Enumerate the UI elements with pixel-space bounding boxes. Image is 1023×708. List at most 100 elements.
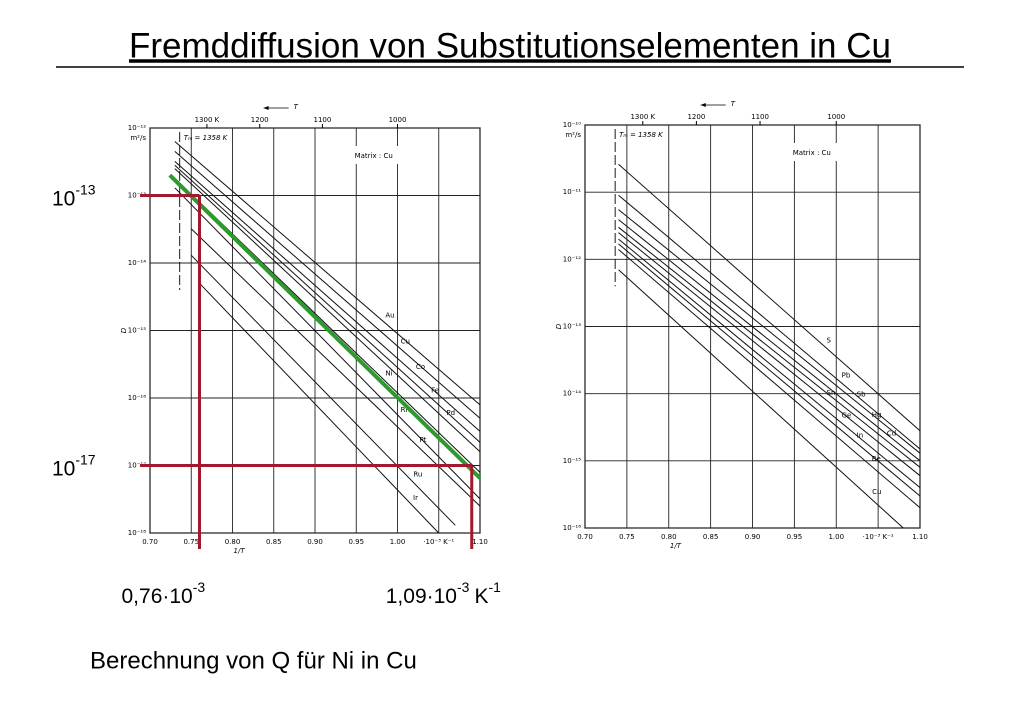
annotation: Matrix : Cu <box>793 149 831 157</box>
marker-x-label-unit-exp: -1 <box>488 579 501 595</box>
top-axis-arrowhead <box>700 103 706 107</box>
top-tick-label: 1300 K <box>195 116 220 124</box>
y-tick-label: 10⁻¹⁶ <box>563 524 581 532</box>
series-label: Cu <box>401 337 410 345</box>
x-tick-label: 0.80 <box>225 538 241 546</box>
series-label: Sn <box>827 389 836 397</box>
series-label: Pt <box>419 436 426 444</box>
series-line <box>199 282 440 534</box>
x-tick-label: 0.90 <box>307 538 323 546</box>
series-line <box>618 269 904 529</box>
tm-label: Tₘ = 1358 K <box>184 134 229 142</box>
y-tick-label: 10⁻¹¹ <box>563 188 581 196</box>
y-tick-label: 10⁻¹⁴ <box>128 259 146 267</box>
y-unit: m²/s <box>565 131 581 139</box>
x-tick-label: 1.10 <box>912 533 928 541</box>
y-axis-label: D <box>555 323 563 329</box>
top-tick-label: 1300 K <box>630 113 655 121</box>
y-tick-label: 10⁻¹⁰ <box>563 121 581 129</box>
series-label: Pb <box>842 371 851 379</box>
x-axis-label: 1/T <box>670 542 682 550</box>
series-line <box>618 194 921 450</box>
series-line <box>174 187 481 500</box>
x-tick-label: 1.10 <box>472 538 488 546</box>
series-line <box>618 232 921 477</box>
x-tick-label: 0.70 <box>142 538 158 546</box>
marker-y-label-exp: -13 <box>75 181 95 197</box>
slide-caption: Berechnung von Q für Ni in Cu <box>90 647 417 674</box>
top-tick-label: 1000 <box>389 116 407 124</box>
marker-y-label: 10-17 <box>52 451 96 480</box>
series-label: Co <box>416 363 425 371</box>
series-label: Be <box>872 455 881 463</box>
top-tick-label: 1100 <box>751 113 769 121</box>
series-line <box>618 249 921 509</box>
marker-x-label: 0,76·10-3 <box>122 579 206 608</box>
series-line <box>174 168 481 453</box>
y-tick-label: 10⁻¹⁷ <box>128 462 146 470</box>
x-tick-label: 0.70 <box>577 533 593 541</box>
series-line <box>174 161 481 432</box>
top-axis-arrowhead <box>263 106 269 110</box>
tm-label: Tₘ = 1358 K <box>619 131 664 139</box>
marker-y-label-base: 10 <box>52 457 75 480</box>
top-axis-label: T <box>731 100 736 108</box>
series-label: Fe <box>431 386 439 394</box>
x-tick-label: 0.95 <box>348 538 364 546</box>
x-tick-label: 0.80 <box>661 533 677 541</box>
y-tick-label: 10⁻¹³ <box>563 323 581 331</box>
fit-line <box>168 173 482 480</box>
top-tick-label: 1000 <box>827 113 845 121</box>
series-line <box>618 243 921 497</box>
series-line <box>174 141 481 406</box>
x-tick-label: 0.75 <box>183 538 199 546</box>
x-tick-label: ·10⁻³ K⁻¹ <box>423 538 454 546</box>
series-line <box>174 151 481 419</box>
marker-y-label-base: 10 <box>52 187 75 210</box>
series-line <box>190 254 456 526</box>
annotation-bg <box>788 143 861 161</box>
series-label: Ge <box>842 411 852 419</box>
series-label: Cd <box>887 430 896 438</box>
x-tick-label: 0.85 <box>266 538 282 546</box>
series-label: Sb <box>857 391 866 399</box>
marker-x-label-unit: K <box>474 585 488 608</box>
chart: 0.70 0.75 0.80 0.85 0.90 0.95 1.00 ·10⁻³ K⁻¹ 1.1… <box>555 100 928 550</box>
top-tick-label: 1200 <box>251 116 269 124</box>
x-tick-label: 1.00 <box>828 533 844 541</box>
x-tick-label: ·10⁻³ K⁻¹ <box>863 533 894 541</box>
series-label: Cu <box>872 488 881 496</box>
marker-x-label-base: 0,76·10 <box>122 585 193 608</box>
y-tick-label: 10⁻¹⁸ <box>128 529 146 537</box>
marker-x-label-base: 1,09·10 <box>386 585 457 608</box>
series-label: Pd <box>446 409 455 417</box>
series-label: Rh <box>401 406 410 414</box>
y-tick-label: 10⁻¹² <box>128 124 146 132</box>
top-axis-label: T <box>294 103 299 111</box>
y-tick-label: 10⁻¹⁶ <box>128 394 146 402</box>
series-label: Au <box>385 312 394 320</box>
x-tick-label: 0.75 <box>619 533 635 541</box>
series-label: Ru <box>413 470 422 478</box>
x-tick-label: 0.95 <box>787 533 803 541</box>
x-tick-label: 0.85 <box>703 533 719 541</box>
series-label: Ni <box>385 369 392 377</box>
series-line <box>618 209 921 454</box>
series-line <box>618 226 921 468</box>
y-tick-label: 10⁻¹⁵ <box>128 327 146 335</box>
marker-x-label-exp: -3 <box>457 579 470 595</box>
series-line <box>190 228 481 507</box>
x-axis-label: 1/T <box>234 547 246 555</box>
series-line <box>174 164 481 443</box>
series-label: S <box>827 337 832 345</box>
marker-x-label-exp: -3 <box>193 579 206 595</box>
y-tick-label: 10⁻¹⁵ <box>563 457 581 465</box>
y-unit: m²/s <box>130 134 146 142</box>
series-label: Hg <box>872 411 882 419</box>
annotation: Matrix : Cu <box>355 152 393 160</box>
x-tick-label: 0.90 <box>745 533 761 541</box>
annotation-bg <box>350 146 423 164</box>
series-line <box>618 219 921 462</box>
marker-x-label: 1,09·10-3 K-1 <box>386 579 501 608</box>
